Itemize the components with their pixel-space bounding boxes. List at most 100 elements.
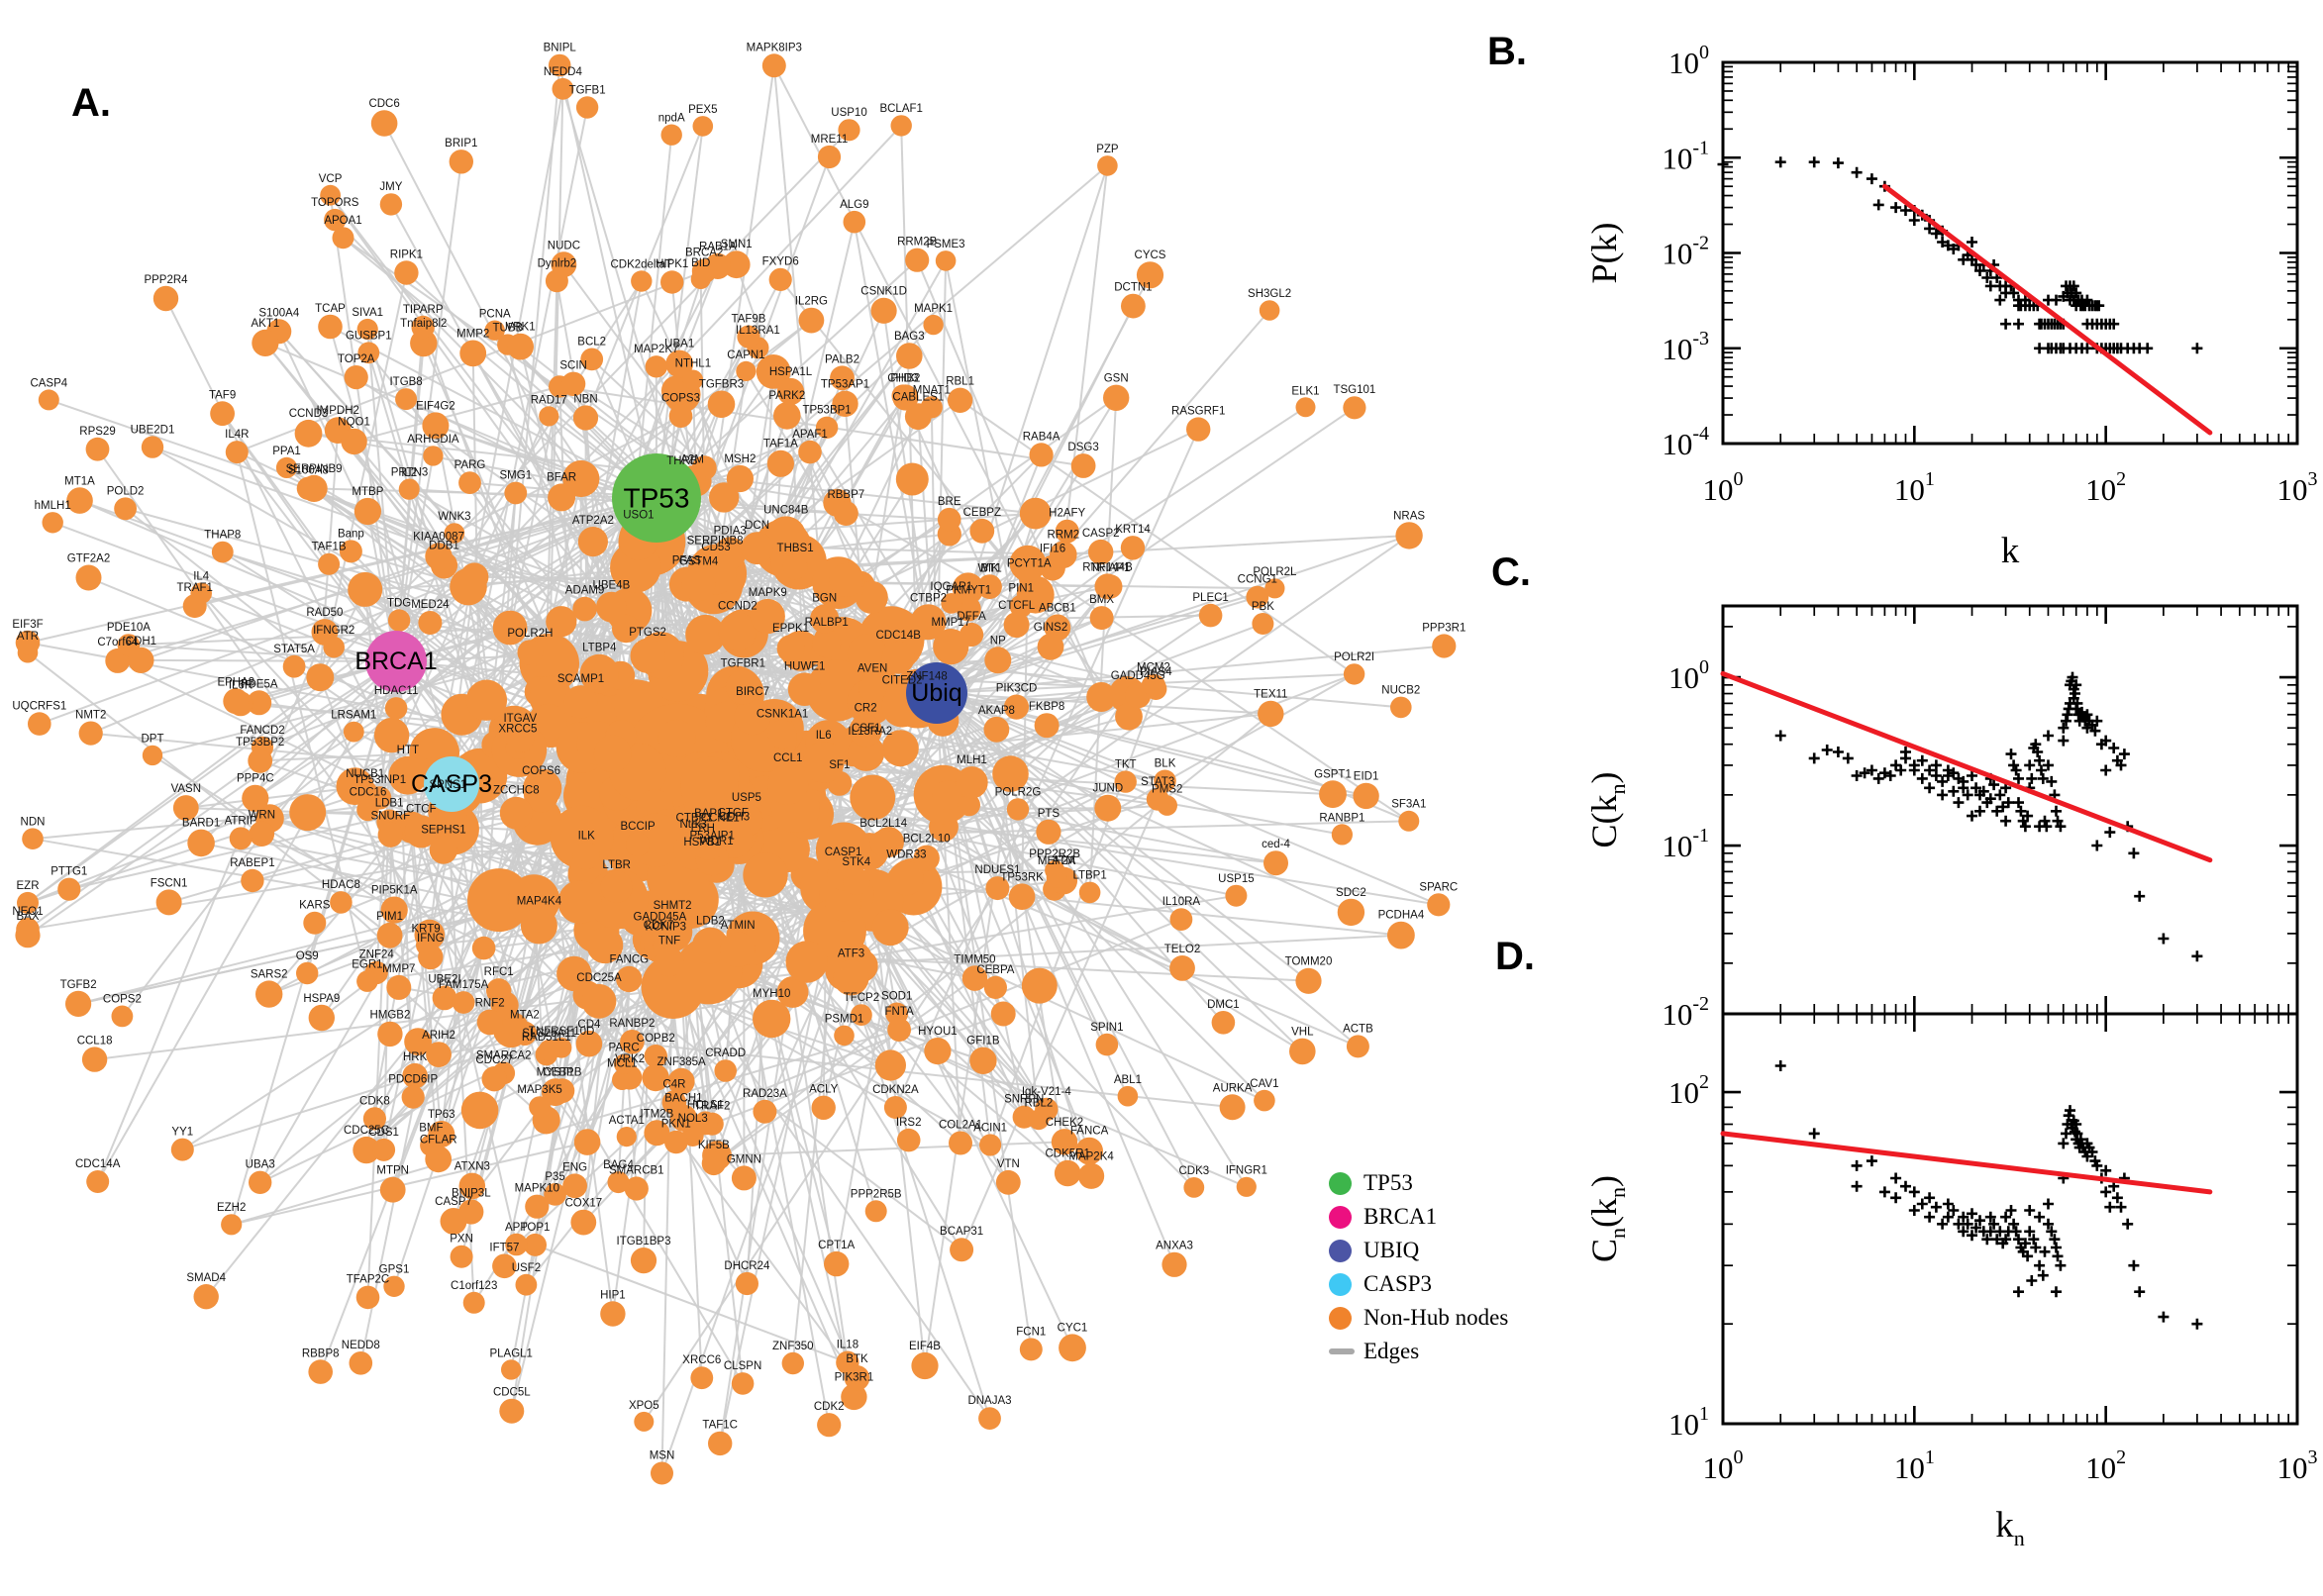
legend-item-label: UBIQ (1364, 1238, 1420, 1262)
non-hub-node (324, 208, 347, 232)
network-node-label: GADD45G (1111, 670, 1165, 682)
non-hub-node (223, 688, 250, 715)
non-hub-node (682, 369, 704, 390)
network-node-label: EPPK1 (772, 623, 809, 635)
non-hub-node (210, 401, 236, 427)
data-point (1872, 199, 1884, 211)
non-hub-node (798, 440, 822, 464)
non-hub-node (471, 936, 496, 960)
legend: TP53 BRCA1 UBIQ CASP3 Non-Hub nodes Edges (1329, 1166, 1508, 1368)
non-hub-node (1054, 1159, 1081, 1187)
network-node-label: CYC1 (1058, 1322, 1088, 1334)
non-hub-node (756, 354, 791, 389)
non-hub-node (692, 116, 714, 137)
non-hub-node (773, 402, 801, 430)
non-hub-node (65, 990, 92, 1017)
non-hub-node (765, 516, 806, 556)
data-point (2191, 1318, 2203, 1330)
non-hub-node (887, 1018, 911, 1042)
data-point (2037, 1269, 2049, 1281)
non-hub-node (933, 629, 969, 665)
network-node-label: WDR33 (886, 849, 926, 861)
network-node-label: NUDC (548, 240, 580, 251)
non-hub-node (743, 852, 788, 898)
network-node-label: CYCS (1135, 249, 1166, 261)
network-node-label: NMT2 (75, 710, 106, 722)
non-hub-node (1019, 497, 1052, 530)
non-hub-node (665, 349, 694, 378)
data-point (2134, 890, 2146, 902)
non-hub-node (128, 647, 154, 674)
network-node-label: BNIPL (544, 43, 577, 54)
non-hub-node (81, 1047, 108, 1072)
data-point (2158, 1311, 2170, 1323)
network-node-label: COPS2 (103, 994, 142, 1006)
network-node-label: BRE (938, 496, 961, 508)
non-hub-node (580, 348, 604, 371)
network-node-label: RANBP2 (609, 1018, 655, 1030)
tick-label: 101 (1668, 1403, 1709, 1442)
network-node-label: CEBPB (543, 1066, 581, 1078)
non-hub-node (817, 1413, 842, 1438)
network-node-label: CDC5L (493, 1387, 531, 1399)
network-node-label: STAT3 (1141, 776, 1174, 788)
non-hub-node (512, 1021, 538, 1047)
non-hub-node (1162, 1251, 1187, 1277)
legend-item-tp53: TP53 (1329, 1166, 1508, 1200)
data-point (2058, 735, 2070, 747)
non-hub-node (172, 795, 199, 821)
non-hub-node (1295, 397, 1316, 418)
non-hub-node (575, 96, 599, 119)
non-hub-node (736, 360, 757, 381)
network-node-label: WT1 (977, 563, 1001, 575)
non-hub-node (544, 1183, 566, 1206)
non-hub-node (1078, 1162, 1105, 1189)
non-hub-node (753, 999, 791, 1039)
network-node-label: TDG (387, 597, 411, 609)
non-hub-node (815, 822, 872, 878)
network-node-label: TOP1 (521, 1222, 551, 1234)
non-hub-node (1019, 569, 1040, 590)
non-hub-node (411, 315, 435, 340)
network-node-label: KIF5B (698, 1140, 730, 1151)
non-hub-node (947, 387, 973, 413)
fit-line (1720, 670, 2213, 863)
non-hub-node (354, 497, 381, 526)
non-hub-node (548, 53, 571, 77)
network-node-label: RABEP1 (230, 857, 274, 869)
legend-item-ubiq: UBIQ (1329, 1234, 1508, 1267)
network-node-label: EGR1 (352, 958, 382, 970)
non-hub-node (761, 53, 786, 78)
network-node-label: COPB2 (637, 1033, 675, 1045)
fit-line (1881, 183, 2213, 436)
node-swatch-icon (1329, 1272, 1352, 1296)
network-node-label: PPP4C (237, 773, 274, 785)
network-node-label: HIPK1 (656, 258, 688, 270)
non-hub-node (634, 1411, 655, 1432)
non-hub-node (308, 1004, 335, 1032)
x-axis-title: k (2001, 531, 2020, 571)
network-node-label: DDB1 (429, 540, 459, 551)
non-hub-node (1059, 1334, 1086, 1362)
non-hub-node (596, 591, 627, 623)
non-hub-node (249, 821, 275, 847)
non-hub-node (1145, 677, 1167, 701)
non-hub-node (38, 389, 59, 411)
tick-label: 100 (1668, 42, 1709, 80)
network-node-label: UBE2D1 (131, 424, 175, 436)
network-node-label: PARK2 (768, 390, 805, 402)
non-hub-node (1154, 769, 1176, 793)
non-hub-node (545, 269, 568, 293)
plot-d: 100 101 102 103 102 101 kn Cn(kn) (1584, 1012, 2318, 1550)
data-point (1872, 772, 1884, 784)
non-hub-node (449, 150, 473, 174)
network-node-label: ATR (17, 631, 39, 643)
data-point (1774, 156, 1786, 168)
non-hub-node (28, 712, 51, 736)
network-node-label: COPS3 (661, 392, 700, 404)
non-hub-node (644, 1120, 670, 1147)
network-node-label: BARD1 (182, 818, 220, 830)
non-hub-node (114, 497, 137, 521)
network-node-label: RAD23A (743, 1088, 787, 1100)
network-node-label: HSPA9 (303, 993, 340, 1005)
